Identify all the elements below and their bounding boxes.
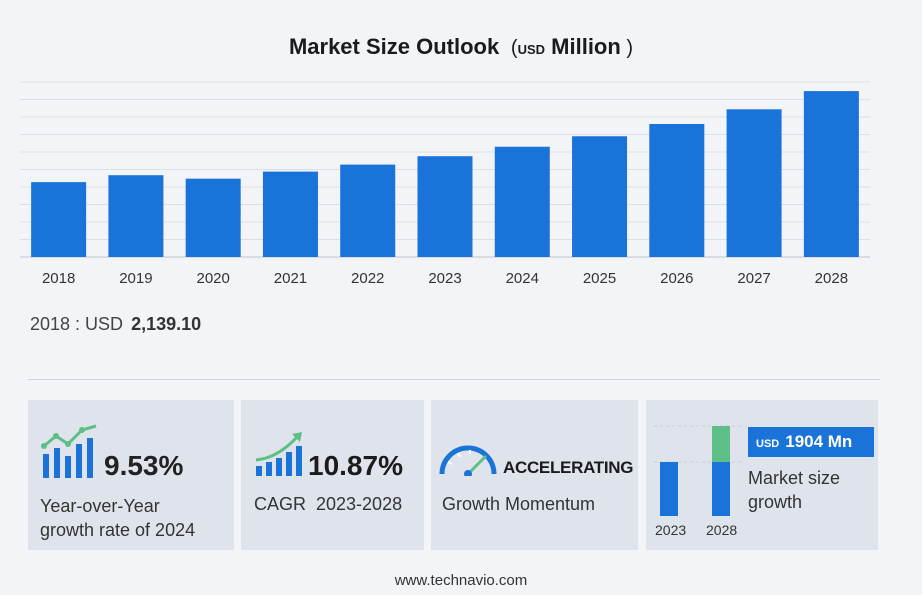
- bar-2018: [31, 182, 87, 257]
- bar-chart: 2018 2019 2020 2021 2022 2023 2024 2025 2026 2027…: [20, 81, 870, 287]
- x-tick-label: 2018: [42, 270, 75, 287]
- bar-2026: [649, 124, 705, 257]
- x-tick-label: 2020: [196, 270, 229, 287]
- growth-segment: [712, 426, 730, 462]
- trend-up-icon: [255, 432, 302, 476]
- cagr-value: 10.87%: [308, 450, 403, 481]
- bar-2021: [262, 171, 318, 257]
- bar-2028: [712, 462, 730, 516]
- x-tick-label: 2021: [274, 270, 307, 287]
- market-growth-card: [646, 400, 878, 550]
- chart-title: Market Size Outlook (USD Million ): [288, 34, 634, 59]
- base-year-value: 2018 : USD 2,139.10: [30, 314, 202, 334]
- yoy-card: [28, 400, 234, 550]
- x-tick-label: 2023: [428, 270, 461, 287]
- bar-2025: [572, 136, 628, 257]
- cagr-label: CAGR 2023-2028: [254, 494, 403, 514]
- bar-2027: [726, 109, 782, 257]
- market-growth-label: Market size growth: [748, 468, 841, 512]
- bar-2022: [340, 164, 396, 257]
- x-tick-label: 2028: [815, 270, 848, 287]
- divider: [28, 379, 880, 380]
- bar-2023: [660, 462, 678, 516]
- footer-url: www.technavio.com: [394, 572, 528, 589]
- growth-chart-icon: [41, 424, 97, 478]
- mini-year-2028: 2028: [706, 522, 738, 538]
- bar-2023: [417, 156, 473, 257]
- bar-2024: [494, 146, 550, 257]
- momentum-label: Growth Momentum: [442, 494, 596, 514]
- market-growth-mini-chart: [654, 425, 744, 516]
- bar-2020: [185, 178, 241, 257]
- x-tick-label: 2019: [119, 270, 152, 287]
- bar-2028: [803, 91, 859, 257]
- bar-2019: [108, 175, 164, 257]
- yoy-label: Year-over-Year growth rate of 2024: [40, 496, 196, 540]
- momentum-value: ACCELERATING: [503, 458, 634, 477]
- x-tick-label: 2026: [660, 270, 693, 287]
- x-tick-label: 2027: [737, 270, 770, 287]
- x-tick-label: 2024: [506, 270, 539, 287]
- growth-value-badge: USD 1904 Mn: [748, 427, 874, 457]
- yoy-value: 9.53%: [104, 450, 184, 481]
- speedometer-icon: [439, 445, 497, 476]
- x-tick-label: 2022: [351, 270, 384, 287]
- mini-year-2023: 2023: [655, 522, 687, 538]
- x-tick-label: 2025: [583, 270, 616, 287]
